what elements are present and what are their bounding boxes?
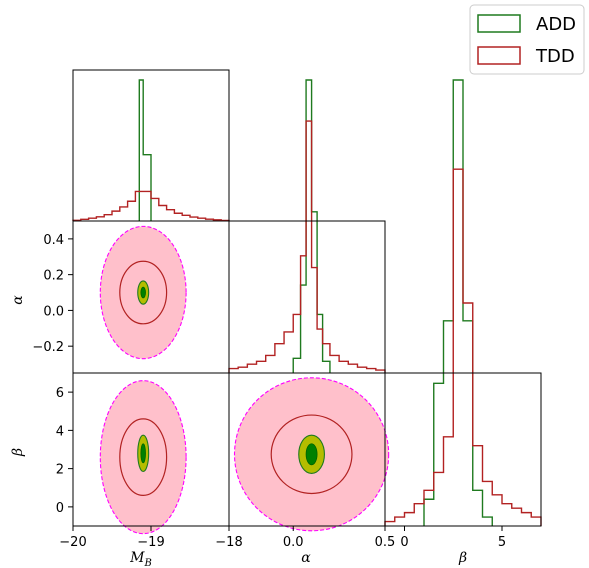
legend-label-tdd: TDD bbox=[535, 46, 575, 67]
contour-line-layer bbox=[72, 79, 542, 526]
contour-fill-layer bbox=[99, 225, 390, 535]
x-axis-label-beta: β bbox=[458, 550, 467, 566]
y-tick-label-beta: 4 bbox=[56, 424, 64, 439]
x-axis-label-alpha: α bbox=[301, 550, 311, 566]
tick-layer: −20 −19 −18 0.0 0.5 0 5 −0.2 0.0 0.2 0.4 0 2 4 6 bbox=[32, 233, 506, 550]
contour-add-inner-MB-alpha bbox=[140, 286, 146, 299]
panel-frame-2-2 bbox=[384, 372, 542, 527]
y-axis-label-beta: β bbox=[10, 448, 26, 457]
x-tick-label-beta: 0 bbox=[400, 535, 408, 550]
legend-label-add: ADD bbox=[536, 14, 576, 35]
x-axis-label-mb: MB bbox=[129, 550, 152, 568]
hist-add-MB bbox=[138, 79, 152, 221]
legend-frame bbox=[469, 4, 585, 75]
y-tick-label-beta: 2 bbox=[56, 463, 64, 478]
x-tick-label-MB: −20 bbox=[59, 535, 86, 550]
hist-tdd-beta bbox=[384, 168, 542, 526]
x-tick-label-beta: 5 bbox=[498, 535, 506, 550]
x-tick-label-MB: −19 bbox=[137, 535, 164, 550]
legend: ADD TDD bbox=[469, 4, 585, 75]
y-tick-label-beta: 0 bbox=[56, 501, 64, 516]
x-tick-label-MB: −18 bbox=[215, 535, 242, 550]
hist-tdd-MB bbox=[72, 190, 230, 222]
panel-frame-layer bbox=[72, 69, 542, 527]
panel-frame-1-1 bbox=[228, 220, 386, 374]
x-tick-label-alpha: 0.0 bbox=[283, 535, 304, 550]
contour-add-inner-alpha-beta bbox=[305, 443, 318, 466]
hist-add-beta bbox=[423, 79, 493, 526]
y-tick-label-alpha: 0.0 bbox=[43, 304, 64, 319]
y-tick-label-alpha: −0.2 bbox=[32, 340, 64, 355]
hist-tdd-alpha bbox=[228, 120, 386, 373]
contour-tdd-inner-MB-beta bbox=[119, 418, 168, 496]
y-tick-label-alpha: 0.2 bbox=[43, 269, 64, 284]
y-axis-label-alpha: α bbox=[10, 295, 26, 305]
legend-swatch-tdd bbox=[477, 46, 521, 65]
contour-add-inner-MB-beta bbox=[140, 443, 146, 464]
contour-tdd-inner-alpha-beta bbox=[270, 414, 353, 495]
x-tick-label-alpha: 0.5 bbox=[375, 535, 396, 550]
y-tick-label-beta: 6 bbox=[56, 386, 64, 401]
legend-swatch-add bbox=[477, 14, 521, 33]
contour-tdd-inner-MB-alpha bbox=[119, 260, 168, 325]
y-tick-label-alpha: 0.4 bbox=[43, 233, 64, 248]
